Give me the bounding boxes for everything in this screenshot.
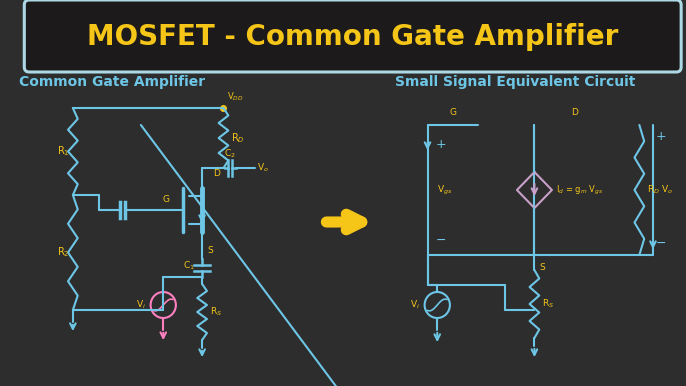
Text: +: +	[656, 130, 667, 144]
Text: V$_{gs}$: V$_{gs}$	[437, 183, 453, 196]
Text: V$_i$: V$_i$	[410, 299, 420, 311]
Text: I$_d$ = g$_m$ V$_{gs}$: I$_d$ = g$_m$ V$_{gs}$	[556, 183, 603, 196]
Text: R$_2$: R$_2$	[58, 245, 70, 259]
Text: V$_i$: V$_i$	[136, 299, 145, 311]
Text: R$_D$: R$_D$	[647, 184, 660, 196]
Text: R$_1$: R$_1$	[58, 145, 70, 158]
Text: −: −	[436, 234, 446, 247]
Text: D: D	[213, 169, 220, 178]
Text: V$_o$: V$_o$	[257, 162, 268, 174]
Text: R$_S$: R$_S$	[210, 306, 222, 318]
Text: Small Signal Equivalent Circuit: Small Signal Equivalent Circuit	[395, 75, 635, 89]
Text: D: D	[571, 108, 578, 117]
Text: +: +	[436, 139, 446, 151]
Text: S: S	[539, 263, 545, 272]
Text: Common Gate Amplifier: Common Gate Amplifier	[19, 75, 205, 89]
Text: C$_1$: C$_1$	[182, 259, 194, 271]
Text: −: −	[656, 237, 666, 249]
Text: R$_S$: R$_S$	[542, 298, 554, 310]
Text: R$_D$: R$_D$	[231, 131, 245, 145]
Text: MOSFET - Common Gate Amplifier: MOSFET - Common Gate Amplifier	[87, 23, 618, 51]
Text: S: S	[207, 246, 213, 255]
Text: V$_{DD}$: V$_{DD}$	[227, 90, 244, 103]
Text: G: G	[163, 195, 169, 204]
Text: V$_o$: V$_o$	[661, 184, 672, 196]
Text: G: G	[449, 108, 456, 117]
Text: C$_2$: C$_2$	[224, 147, 236, 159]
FancyBboxPatch shape	[24, 0, 681, 72]
